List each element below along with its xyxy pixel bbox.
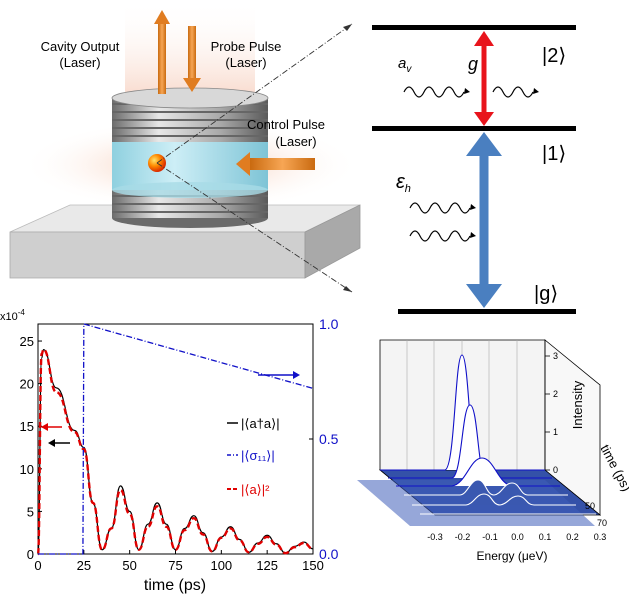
energy-tick-labels: -0.3 -0.2 -0.1 0.0 0.1 0.2 0.3 — [427, 532, 606, 542]
control-pulse-label: Control Pulse — [247, 117, 325, 132]
left-axis-indicator-arrows — [41, 423, 70, 447]
y-left-tick-labels: 0 5 10 15 20 25 — [20, 334, 42, 562]
energy-level-diagram: |2⟩ |1⟩ |g⟩ av g εh — [372, 25, 576, 314]
energy-tick-label: 0.2 — [566, 532, 579, 542]
probe-pulse-sublabel: (Laser) — [225, 55, 266, 70]
legend-field-squared: |⟨a⟩|² — [241, 482, 270, 497]
y-left-tick-label: 5 — [27, 504, 34, 519]
intensity-tick-label: 0 — [553, 465, 558, 475]
state-g-label: |g⟩ — [534, 283, 558, 305]
energy-tick-label: -0.3 — [427, 532, 443, 542]
x-tick-label: 50 — [122, 558, 136, 573]
x-tick-labels: 0 25 50 75 100 125 150 — [34, 550, 324, 573]
intensity-tick-labels: 0 1 2 3 — [545, 351, 558, 475]
series-field-squared — [36, 348, 314, 556]
cavity-output-label: Cavity Output — [41, 39, 120, 54]
y-right-tick-label: 0.5 — [319, 431, 339, 447]
upper-dbr-stack — [111, 87, 269, 142]
spectrum-peak-5 — [412, 493, 576, 506]
legend: |⟨a†a⟩| |⟨σ₁₁⟩| |⟨a⟩|² — [227, 416, 280, 497]
y-left-tick-label: 0 — [27, 547, 34, 562]
spectrum-peak-3 — [396, 457, 560, 487]
y-right-tick-label: 1.0 — [319, 316, 339, 332]
x-tick-label: 150 — [302, 558, 324, 573]
cavity-mode-label: av — [398, 55, 412, 75]
y-left-tick-label: 15 — [20, 419, 34, 434]
zoom-line-upper — [156, 23, 353, 164]
y-left-tick-label: 20 — [20, 377, 34, 392]
energy-tick-label: -0.1 — [482, 532, 498, 542]
intensity-tick-label: 3 — [553, 351, 558, 361]
cavity-coupling-arrow-icon — [474, 31, 494, 126]
zoom-line-lower — [156, 162, 353, 293]
time-axis-label: time (ps) — [597, 442, 629, 494]
emitted-photon-wave-icon — [492, 86, 534, 98]
series-photon-number — [37, 348, 314, 555]
energy-axis-label: Energy (μeV) — [477, 549, 548, 563]
cavity-output-arrow-icon — [154, 10, 170, 94]
legend-photon-number: |⟨a†a⟩| — [241, 416, 280, 431]
energy-tick-label: 0.0 — [511, 532, 524, 542]
drive-transition-arrow-icon — [466, 132, 502, 308]
y-left-tick-label: 25 — [20, 334, 34, 349]
time-tick-70: 70 — [597, 518, 607, 528]
x-tick-label: 75 — [168, 558, 182, 573]
coupling-label: g — [468, 54, 478, 74]
spectrum-peak-4 — [404, 479, 568, 496]
y-multiplier-label: x10-4 — [0, 308, 25, 323]
drive-wave-2-icon — [409, 230, 471, 242]
series-sigma11 — [38, 323, 314, 555]
device-schematic: Cavity Output (Laser) Probe Pulse (Laser… — [9, 0, 361, 293]
x-tick-label: 100 — [210, 558, 232, 573]
intensity-axis-label: Intensity — [570, 380, 585, 429]
level-g-line — [398, 309, 576, 314]
energy-tick-label: 0.3 — [594, 532, 607, 542]
energy-tick-label: 0.1 — [539, 532, 552, 542]
cavity-output-sublabel: (Laser) — [59, 55, 100, 70]
energy-tick-label: -0.2 — [455, 532, 471, 542]
spectra-waterfall-chart: -0.3 -0.2 -0.1 0.0 0.1 0.2 0.3 0 1 2 3 Energy (μe… — [357, 339, 629, 563]
y-right-tick-labels: 0.0 0.5 1.0 — [309, 316, 339, 562]
intensity-tick-label: 1 — [553, 427, 558, 437]
cavity-photon-wave-icon — [403, 86, 465, 98]
y-left-tick-label: 10 — [20, 462, 34, 477]
control-pulse-sublabel: (Laser) — [275, 134, 316, 149]
state-2-label: |2⟩ — [542, 45, 566, 67]
probe-pulse-label: Probe Pulse — [211, 39, 282, 54]
time-tick-50: 50 — [585, 501, 595, 511]
x-tick-label: 125 — [256, 558, 278, 573]
y-right-tick-label: 0.0 — [319, 546, 339, 562]
time-trace-chart: 0 25 50 75 100 125 150 0 5 10 15 20 25 0.0 0.5 1.0 x1… — [0, 308, 339, 594]
probe-pulse-arrow-icon — [183, 26, 201, 92]
legend-sigma11: |⟨σ₁₁⟩| — [241, 448, 275, 463]
series-lines — [36, 323, 314, 556]
x-tick-label: 25 — [77, 558, 91, 573]
state-1-label: |1⟩ — [542, 143, 566, 165]
x-axis-label: time (ps) — [144, 577, 206, 594]
right-axis-indicator-arrow — [258, 371, 300, 379]
level-2-line — [372, 25, 576, 30]
drive-label: εh — [396, 171, 411, 195]
level-1-line — [372, 126, 576, 131]
drive-wave-1-icon — [409, 202, 471, 214]
control-pulse-arrow-icon — [236, 152, 315, 176]
x-tick-label: 0 — [34, 558, 41, 573]
intensity-tick-label: 2 — [553, 389, 558, 399]
